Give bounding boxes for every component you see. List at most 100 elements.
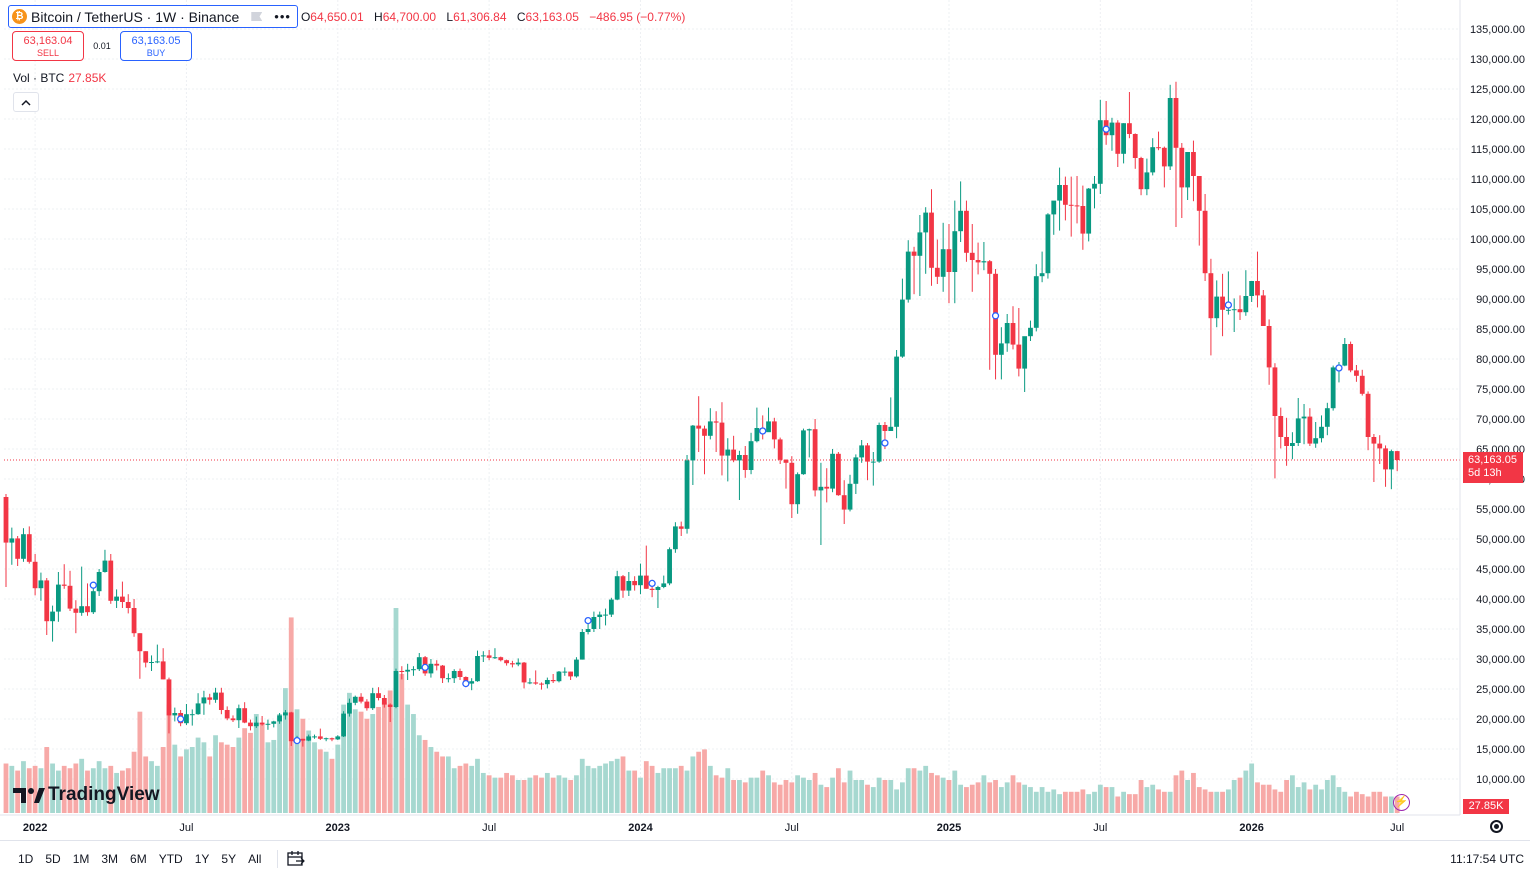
range-button-ytd[interactable]: YTD xyxy=(158,852,183,866)
candle-body xyxy=(32,561,38,589)
candle-body xyxy=(1313,438,1319,444)
candle xyxy=(1319,415,1324,443)
volume-bar xyxy=(725,768,731,813)
candle-body xyxy=(742,455,748,470)
candle xyxy=(515,658,521,667)
candle xyxy=(381,695,387,708)
volume-bar xyxy=(236,737,242,813)
symbol-selector[interactable]: ₿ Bitcoin / TetherUS · 1W · Binance ••• xyxy=(8,5,298,28)
price-tick-label: 55,000.00 xyxy=(1476,504,1525,516)
candle-body xyxy=(754,428,760,442)
candle xyxy=(1342,338,1348,367)
sell-button[interactable]: 63,163.04 SELL xyxy=(12,31,84,61)
candle-body xyxy=(434,663,440,666)
candle xyxy=(288,711,294,746)
volume-bar xyxy=(1290,775,1295,813)
range-button-5y[interactable]: 5Y xyxy=(221,852,237,866)
candle xyxy=(748,432,754,475)
volume-bar xyxy=(230,747,236,813)
volume-bar xyxy=(1383,796,1388,813)
candle xyxy=(271,720,277,728)
buy-button[interactable]: 63,163.05 BUY xyxy=(120,31,192,61)
range-button-all[interactable]: All xyxy=(248,852,262,866)
volume-bar xyxy=(1150,784,1156,813)
volume-bar xyxy=(655,772,661,813)
range-button-6m[interactable]: 6M xyxy=(130,852,147,866)
candle xyxy=(1330,365,1336,411)
candle xyxy=(1161,146,1167,188)
candle xyxy=(946,224,952,304)
candle-body xyxy=(1220,296,1225,310)
range-button-1y[interactable]: 1Y xyxy=(194,852,210,866)
candle xyxy=(160,648,166,680)
candle-body xyxy=(1214,296,1220,319)
candle-body xyxy=(690,425,696,461)
candle xyxy=(1004,314,1010,352)
volume-bar xyxy=(911,768,917,813)
candle-body xyxy=(964,210,969,253)
volume-bar xyxy=(166,704,172,813)
candle-body xyxy=(923,212,929,233)
price-tick-label: 115,000.00 xyxy=(1471,144,1525,156)
range-button-5d[interactable]: 5D xyxy=(45,852,61,866)
candle-body xyxy=(300,738,306,741)
tradingview-logo[interactable]: TradingView xyxy=(13,784,160,806)
volume-bar xyxy=(544,772,550,813)
utc-clock[interactable]: 11:17:54 UTC xyxy=(1450,852,1524,866)
volume-bar xyxy=(480,772,486,813)
candle xyxy=(1109,117,1115,151)
volume-bar xyxy=(888,780,894,813)
candle xyxy=(626,572,632,596)
volume-bar xyxy=(719,777,725,813)
volume-bar xyxy=(754,777,760,813)
candle-body xyxy=(998,343,1004,355)
range-button-3m[interactable]: 3M xyxy=(101,852,119,866)
candle-body xyxy=(632,581,638,586)
candle-body xyxy=(550,680,556,682)
candle-body xyxy=(253,722,259,727)
range-button-1m[interactable]: 1M xyxy=(72,852,90,866)
candle xyxy=(719,402,725,476)
candle xyxy=(317,728,323,740)
candle-body xyxy=(1388,451,1394,470)
candle xyxy=(1167,84,1173,170)
candle-body xyxy=(475,656,480,682)
candle-body xyxy=(189,714,195,716)
candle xyxy=(597,611,603,629)
volume-bar xyxy=(1214,791,1220,813)
candle xyxy=(923,207,929,274)
candle xyxy=(1196,176,1202,246)
candle xyxy=(399,666,405,680)
candle xyxy=(1272,363,1278,479)
candle-body xyxy=(870,461,876,463)
settings-gear-icon[interactable] xyxy=(1490,820,1503,833)
candle-body xyxy=(707,421,713,436)
candle-body xyxy=(1097,120,1103,184)
candle-body xyxy=(160,661,166,680)
candle-body xyxy=(492,657,498,659)
volume-bar xyxy=(79,758,85,813)
flag-icon[interactable] xyxy=(251,12,263,21)
volume-bar xyxy=(713,775,719,813)
price-tick-label: 135,000.00 xyxy=(1470,24,1525,36)
lightning-icon[interactable]: ⚡ xyxy=(1393,794,1410,811)
candle xyxy=(1266,319,1272,385)
calendar-range-icon[interactable] xyxy=(286,850,306,868)
volume-bar xyxy=(347,692,352,813)
candle-body xyxy=(579,632,585,660)
candle xyxy=(492,648,498,659)
range-button-1d[interactable]: 1D xyxy=(18,852,34,866)
candle xyxy=(61,564,67,589)
volume-bar xyxy=(993,780,998,813)
candle-body xyxy=(1028,327,1033,337)
change-value: −486.95 (−0.77%) xyxy=(589,9,686,24)
candle-body xyxy=(381,698,387,705)
more-options-button[interactable]: ••• xyxy=(274,9,291,24)
candle xyxy=(544,677,550,689)
collapse-legend-button[interactable] xyxy=(13,92,39,112)
volume-legend[interactable]: Vol · BTC 27.85K xyxy=(13,71,106,85)
candle xyxy=(96,569,102,596)
candle xyxy=(847,474,853,512)
volume-bar xyxy=(335,744,341,813)
